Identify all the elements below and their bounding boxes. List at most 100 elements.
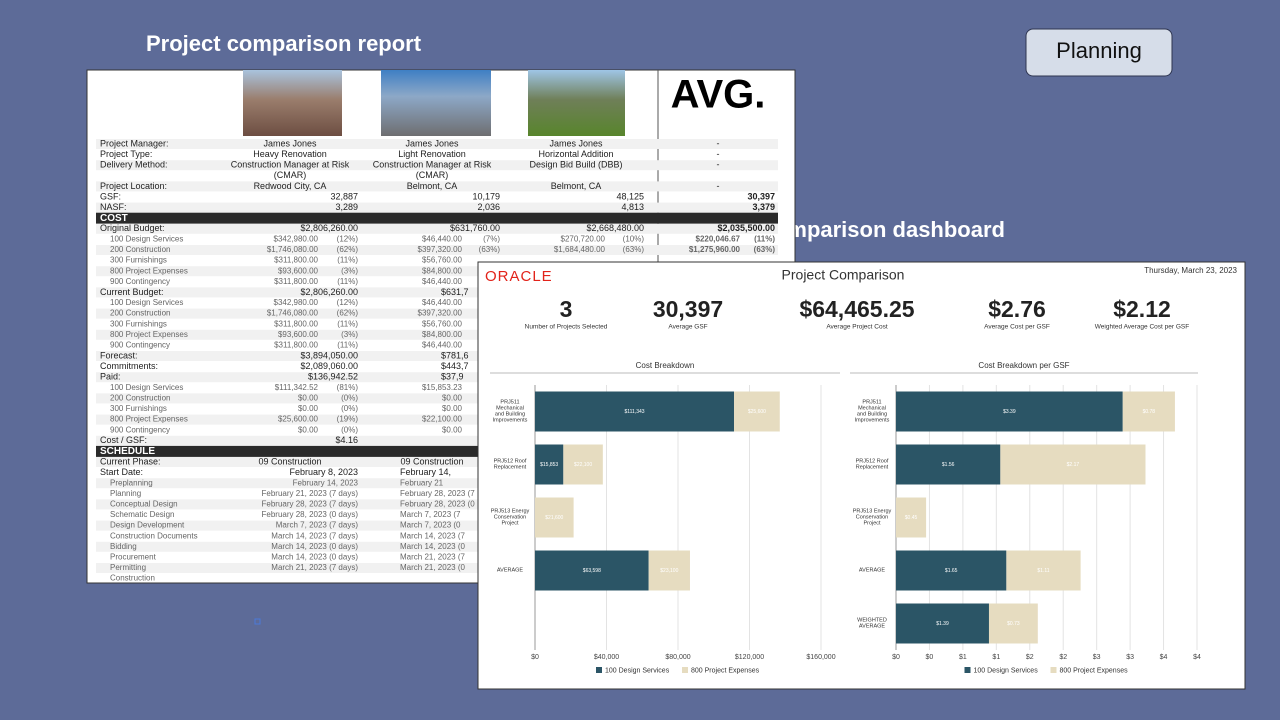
data-label: $0.78 [1143,409,1156,415]
cell: 2,036 [477,202,500,212]
x-tick-label: $0 [531,654,539,661]
row-label: GSF: [100,191,121,201]
cell: March 7, 2023 (7 days) [276,521,359,530]
cell: $397,320.00 [418,309,463,318]
chart-title: Cost Breakdown [636,361,695,370]
row-label: 900 Contingency [110,425,170,434]
row-stripe [96,245,778,255]
bar-segment [1122,391,1175,432]
row-stripe [96,457,778,467]
data-label: $1.11 [1037,568,1049,574]
cell: $3,894,050.00 [300,350,358,360]
cell: Design Bid Build (DBB) [529,160,622,170]
cell: (11%) [337,341,358,350]
kpi-value: 3 [560,296,573,322]
cell: 3,289 [335,202,358,212]
row-label: 900 Contingency [110,341,170,350]
row-label: Delivery Method: [100,160,168,170]
x-tick-label: $2 [1026,654,1034,661]
cell: 10,179 [472,191,500,201]
row-label: 900 Contingency [110,277,170,286]
cell: February 28, 2023 (0 days) [262,510,359,519]
row-label: Project Manager: [100,138,169,148]
category-label: WEIGHTED AVERAGE [857,618,887,630]
cell: $84,800.00 [422,266,463,275]
cell: (12%) [337,298,359,307]
cell: (11%) [337,277,358,286]
cell: $46,440.00 [422,277,463,286]
x-tick-label: $40,000 [594,654,619,661]
row-label: 300 Furnishings [110,319,167,328]
cell: $0.00 [442,425,463,434]
cell: February 28, 2023 (0 [400,500,475,509]
data-label: $15,853 [540,462,558,468]
row-label: 300 Furnishings [110,256,167,265]
legend-swatch [1050,667,1057,673]
row-label: Start Date: [100,467,143,477]
chart-title: Cost Breakdown per GSF [978,361,1069,370]
category-label: AVERAGE [859,568,886,574]
cell: $311,800.00 [274,277,318,286]
cell: - [717,160,720,170]
dashboard-title: Project Comparison [782,267,905,283]
cell: (11%) [754,235,775,244]
data-label: $3.39 [1003,409,1016,415]
badge [1025,28,1173,77]
row-stripe [96,287,778,298]
cell: $397,320.00 [418,245,463,254]
row-label: Commitments: [100,361,158,371]
cell: $1,746,080.00 [267,245,319,254]
cell: (0%) [341,394,358,403]
cell: (19%) [337,415,359,424]
row-label: NASF: [100,202,127,212]
cell: (CMAR) [416,170,449,180]
category-label: PRJ513 Energy Conservation Project [853,509,892,527]
row-label: Project Type: [100,149,152,159]
section-label: SCHEDULE [100,446,155,457]
kpi-label: Average Cost per GSF [984,324,1050,331]
x-tick-label: $0 [892,654,900,661]
row-label: Construction [110,574,155,583]
row-stripe [96,202,778,213]
cell: - [717,181,720,191]
bar-segment [1000,444,1146,485]
cell: (62%) [337,309,359,318]
row-stripe [96,478,778,489]
cell: $781,6 [441,350,469,360]
row-label: Preplanning [110,478,153,487]
cell: 4,813 [621,202,644,212]
cell: $1,684,480.00 [554,245,606,254]
cell: March 21, 2023 (0 [400,563,465,572]
row-label: 300 Furnishings [110,404,167,413]
cell: March 14, 2023 (0 [400,542,465,551]
bar-segment [563,444,603,485]
row-label: Bidding [110,542,137,551]
legend-label: 100 Design Services [974,667,1039,674]
x-tick-label: $3 [1093,654,1101,661]
row-label: Current Phase: [100,456,161,466]
data-label: $23,100 [660,568,678,574]
cell: $46,440.00 [422,235,463,244]
cell: $22,100.00 [422,415,463,424]
cell: 48,125 [616,191,644,201]
cell: - [717,138,720,148]
cell: James Jones [405,138,459,148]
cell: March 14, 2023 (0 days) [271,553,358,562]
section-band [96,212,778,224]
cell: 3,379 [752,202,775,212]
x-tick-label: $1 [959,654,967,661]
cell: $2,806,260.00 [300,287,358,297]
cell: (7%) [483,235,500,244]
cell: (0%) [341,425,358,434]
badge-text: Planning [1056,38,1142,63]
row-label: Current Budget: [100,287,164,297]
row-label: Schematic Design [110,510,174,519]
data-label: $0.45 [905,515,918,521]
row-label: 800 Project Expenses [110,415,188,424]
cell: March 7, 2023 (0 [400,521,461,530]
cell: James Jones [549,138,603,148]
row-label: Forecast: [100,350,138,360]
cell: Heavy Renovation [253,149,327,159]
cell: $93,600.00 [278,266,319,275]
x-tick-label: $3 [1126,654,1134,661]
